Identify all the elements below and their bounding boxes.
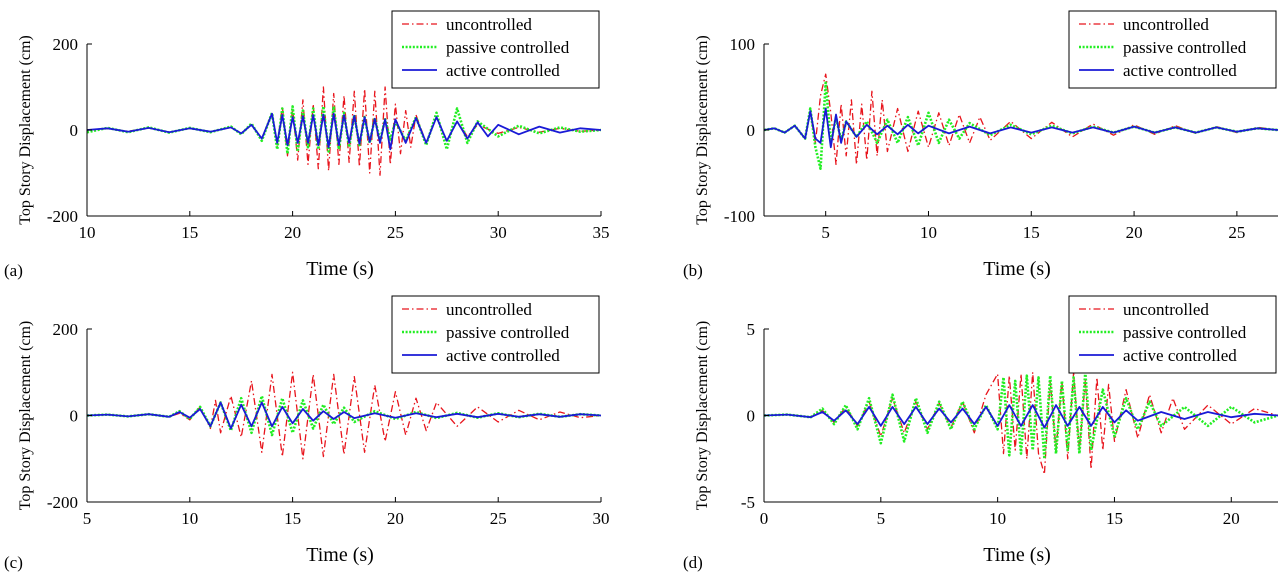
y-tick-label: -200 bbox=[47, 493, 78, 512]
legend-entry-label: active controlled bbox=[446, 61, 560, 80]
legend-entry-label: active controlled bbox=[1123, 346, 1237, 365]
x-tick-label: 20 bbox=[1223, 509, 1240, 528]
x-tick-label: 10 bbox=[181, 509, 198, 528]
y-tick-label: 0 bbox=[747, 407, 756, 426]
x-tick-label: 0 bbox=[760, 509, 769, 528]
series-line-uncontrolled bbox=[764, 371, 1278, 475]
x-axis-label: Time (s) bbox=[983, 544, 1051, 566]
series-group bbox=[87, 371, 601, 460]
series-line-active-controlled bbox=[764, 404, 1278, 429]
series-line-passive-controlled bbox=[764, 81, 1278, 170]
x-tick-label: 15 bbox=[181, 223, 198, 242]
x-tick-label: 25 bbox=[387, 223, 404, 242]
x-tick-label: 5 bbox=[877, 509, 886, 528]
series-line-passive-controlled bbox=[764, 370, 1278, 461]
legend-entry-label: uncontrolled bbox=[1123, 300, 1209, 319]
panel-label: (b) bbox=[683, 261, 703, 280]
y-tick-label: -5 bbox=[741, 493, 755, 512]
x-tick-label: 15 bbox=[284, 509, 301, 528]
x-tick-label: 35 bbox=[593, 223, 610, 242]
x-tick-label: 15 bbox=[1106, 509, 1123, 528]
x-tick-label: 5 bbox=[821, 223, 830, 242]
y-tick-label: 5 bbox=[747, 320, 756, 339]
x-tick-label: 15 bbox=[1023, 223, 1040, 242]
legend-entry-label: passive controlled bbox=[446, 38, 570, 57]
y-tick-label: 0 bbox=[70, 121, 79, 140]
legend: uncontrolled passive controlled active con… bbox=[391, 10, 600, 89]
panel-label: (c) bbox=[4, 553, 23, 572]
y-tick-label: 0 bbox=[70, 407, 79, 426]
y-axis-label: Top Story Displacement (cm) bbox=[694, 321, 711, 511]
x-tick-label: 20 bbox=[1126, 223, 1143, 242]
legend-entry-label: passive controlled bbox=[446, 323, 570, 342]
y-axis-label: Top Story Displacement (cm) bbox=[694, 35, 711, 225]
y-tick-label: 100 bbox=[730, 35, 756, 54]
legend: uncontrolled passive controlled active con… bbox=[1068, 295, 1277, 374]
legend-entry-label: active controlled bbox=[446, 346, 560, 365]
y-tick-label: -100 bbox=[724, 207, 755, 226]
x-tick-label: 20 bbox=[387, 509, 404, 528]
series-line-active-controlled bbox=[87, 112, 601, 151]
series-group bbox=[764, 73, 1278, 170]
series-line-active-controlled bbox=[87, 401, 601, 430]
legend: uncontrolled passive controlled active con… bbox=[1068, 10, 1277, 89]
x-tick-label: 30 bbox=[490, 223, 507, 242]
y-tick-label: 200 bbox=[53, 320, 79, 339]
y-tick-label: -200 bbox=[47, 207, 78, 226]
chart-panel-3: 0 5 10 15 20 -5 0 5 Time (s) Top Story Displaceme… bbox=[683, 295, 1278, 572]
legend-entry-label: uncontrolled bbox=[1123, 15, 1209, 34]
x-tick-label: 5 bbox=[83, 509, 92, 528]
series-line-active-controlled bbox=[764, 107, 1278, 149]
x-tick-label: 25 bbox=[490, 509, 507, 528]
x-tick-label: 30 bbox=[593, 509, 610, 528]
legend-entry-label: passive controlled bbox=[1123, 323, 1247, 342]
panel-label: (d) bbox=[683, 553, 703, 572]
y-axis-label: Top Story Displacement (cm) bbox=[17, 321, 34, 511]
series-line-passive-controlled bbox=[87, 105, 601, 155]
x-tick-label: 10 bbox=[79, 223, 96, 242]
series-group bbox=[764, 370, 1278, 475]
legend: uncontrolled passive controlled active con… bbox=[391, 295, 600, 374]
x-tick-label: 25 bbox=[1228, 223, 1245, 242]
y-tick-label: 200 bbox=[53, 35, 79, 54]
chart-panel-2: 5 10 15 20 25 30 -200 0 200 Time (s) Top Story Dis… bbox=[4, 295, 610, 572]
x-axis-label: Time (s) bbox=[306, 544, 374, 566]
x-axis-label: Time (s) bbox=[983, 258, 1051, 280]
legend-entry-label: uncontrolled bbox=[446, 15, 532, 34]
series-group bbox=[87, 86, 601, 176]
chart-panel-0: 10 15 20 25 30 35 -200 0 200 Time (s) Top Story Di… bbox=[4, 10, 610, 280]
x-tick-label: 10 bbox=[989, 509, 1006, 528]
legend-entry-label: active controlled bbox=[1123, 61, 1237, 80]
chart-panel-1: 5 10 15 20 25 -100 0 100 Time (s) Top Story Displ… bbox=[683, 10, 1278, 280]
x-tick-label: 20 bbox=[284, 223, 301, 242]
legend-entry-label: uncontrolled bbox=[446, 300, 532, 319]
y-tick-label: 0 bbox=[747, 121, 756, 140]
legend-entry-label: passive controlled bbox=[1123, 38, 1247, 57]
x-axis-label: Time (s) bbox=[306, 258, 374, 280]
y-axis-label: Top Story Displacement (cm) bbox=[17, 35, 34, 225]
x-tick-label: 10 bbox=[920, 223, 937, 242]
panel-label: (a) bbox=[4, 261, 23, 280]
